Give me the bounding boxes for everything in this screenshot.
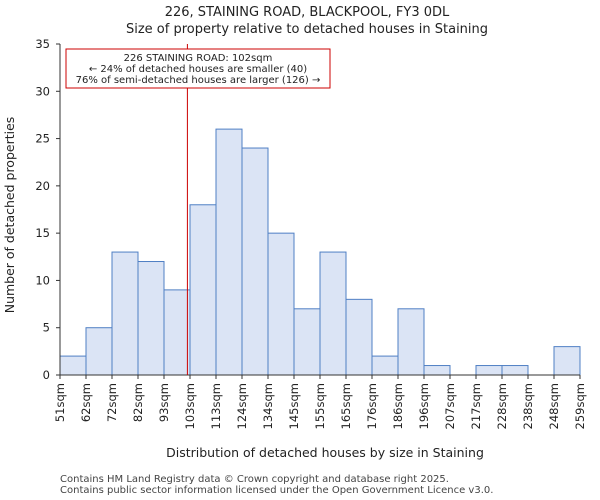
x-tick-label: 248sqm [547, 383, 561, 429]
annotation-line-1: 226 STAINING ROAD: 102sqm [124, 53, 273, 64]
x-tick-label: 51sqm [53, 383, 67, 422]
x-tick-label: 124sqm [235, 383, 249, 429]
y-tick-label: 30 [35, 84, 50, 98]
x-tick-label: 165sqm [339, 383, 353, 429]
x-tick-label: 217sqm [469, 383, 483, 429]
histogram-bar [85, 327, 113, 376]
x-tick-label: 228sqm [495, 383, 509, 429]
x-tick-label: 103sqm [183, 383, 197, 429]
x-tick-label: 113sqm [209, 383, 223, 429]
x-tick-label: 176sqm [365, 383, 379, 429]
x-tick-label: 155sqm [313, 383, 327, 429]
histogram-bar [293, 308, 321, 376]
x-tick-label: 134sqm [261, 383, 275, 429]
histogram-bar [189, 204, 217, 376]
x-tick-label: 238sqm [521, 383, 535, 429]
x-tick-label: 259sqm [573, 383, 587, 429]
histogram-bar [423, 365, 451, 376]
y-tick-label: 35 [35, 37, 50, 51]
x-tick-label: 196sqm [417, 383, 431, 429]
histogram-bar [501, 365, 529, 376]
x-tick-label: 186sqm [391, 383, 405, 429]
y-tick-label: 25 [35, 132, 50, 146]
annotation-box [65, 48, 331, 89]
footer-line-1: Contains HM Land Registry data © Crown c… [60, 474, 449, 485]
chart-title: 226, STAINING ROAD, BLACKPOOL, FY3 0DL [165, 5, 450, 20]
histogram-bar [319, 251, 347, 376]
histogram-bar [163, 289, 191, 376]
histogram-bar [345, 298, 373, 376]
x-tick-label: 93sqm [157, 383, 171, 422]
histogram-bar [267, 232, 295, 376]
histogram-bar [241, 147, 269, 376]
y-tick-label: 0 [43, 368, 50, 382]
histogram-bar [59, 355, 87, 376]
annotation-line-3: 76% of semi-detached houses are larger (… [76, 75, 321, 86]
y-tick-label: 20 [35, 179, 50, 193]
histogram-bar [397, 308, 425, 376]
x-tick-label: 207sqm [443, 383, 457, 429]
histogram-bar [111, 251, 139, 376]
x-tick-label: 62sqm [79, 383, 93, 422]
annotation-line-2: ← 24% of detached houses are smaller (40… [89, 64, 307, 75]
y-axis-label: Number of detached properties [2, 117, 17, 314]
property-annotation: 226 STAINING ROAD: 102sqm ← 24% of detac… [65, 48, 331, 89]
chart-subtitle: Size of property relative to detached ho… [126, 22, 488, 37]
y-tick-label: 10 [35, 273, 50, 287]
footer-line-2: Contains public sector information licen… [60, 485, 494, 496]
y-tick-label: 5 [43, 321, 50, 335]
histogram-bar [137, 261, 165, 376]
x-axis-label: Distribution of detached houses by size … [166, 445, 484, 460]
x-tick-label: 145sqm [287, 383, 301, 429]
histogram-bar [475, 365, 503, 376]
y-tick-label: 15 [35, 226, 50, 240]
histogram-bar [371, 355, 399, 376]
histogram-bar [215, 128, 243, 376]
x-tick-label: 82sqm [131, 383, 145, 422]
x-tick-label: 72sqm [105, 383, 119, 422]
histogram-bar [553, 346, 581, 376]
